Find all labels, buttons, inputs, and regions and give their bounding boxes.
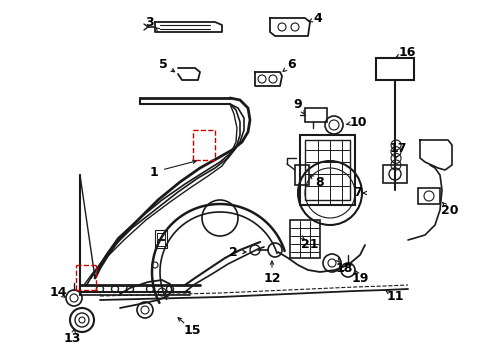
Text: 15: 15 <box>183 324 201 337</box>
Bar <box>294 165 308 185</box>
Bar <box>375 58 413 80</box>
Text: 1: 1 <box>149 166 158 179</box>
Text: 5: 5 <box>158 58 167 71</box>
Bar <box>157 233 164 239</box>
Bar <box>289 220 319 258</box>
Text: 19: 19 <box>350 271 368 284</box>
Bar <box>157 240 164 246</box>
Text: 14: 14 <box>49 285 67 298</box>
Bar <box>155 230 167 248</box>
Text: 21: 21 <box>301 238 318 251</box>
Text: 16: 16 <box>398 45 415 58</box>
Text: 7: 7 <box>353 186 362 199</box>
Bar <box>417 188 439 204</box>
Text: 6: 6 <box>287 58 296 71</box>
Bar <box>305 108 326 122</box>
Text: 11: 11 <box>386 289 403 302</box>
Text: 9: 9 <box>293 98 302 111</box>
Bar <box>382 165 406 183</box>
Bar <box>299 135 354 205</box>
Text: 2: 2 <box>228 246 237 258</box>
Text: 20: 20 <box>440 203 458 216</box>
Text: 18: 18 <box>335 261 352 274</box>
Text: 17: 17 <box>388 141 406 154</box>
Text: 12: 12 <box>263 271 280 284</box>
Text: 13: 13 <box>63 332 81 345</box>
Text: 8: 8 <box>315 175 324 189</box>
Text: 4: 4 <box>313 12 322 24</box>
Text: 3: 3 <box>144 15 153 28</box>
Bar <box>305 140 349 200</box>
Text: 10: 10 <box>348 116 366 129</box>
